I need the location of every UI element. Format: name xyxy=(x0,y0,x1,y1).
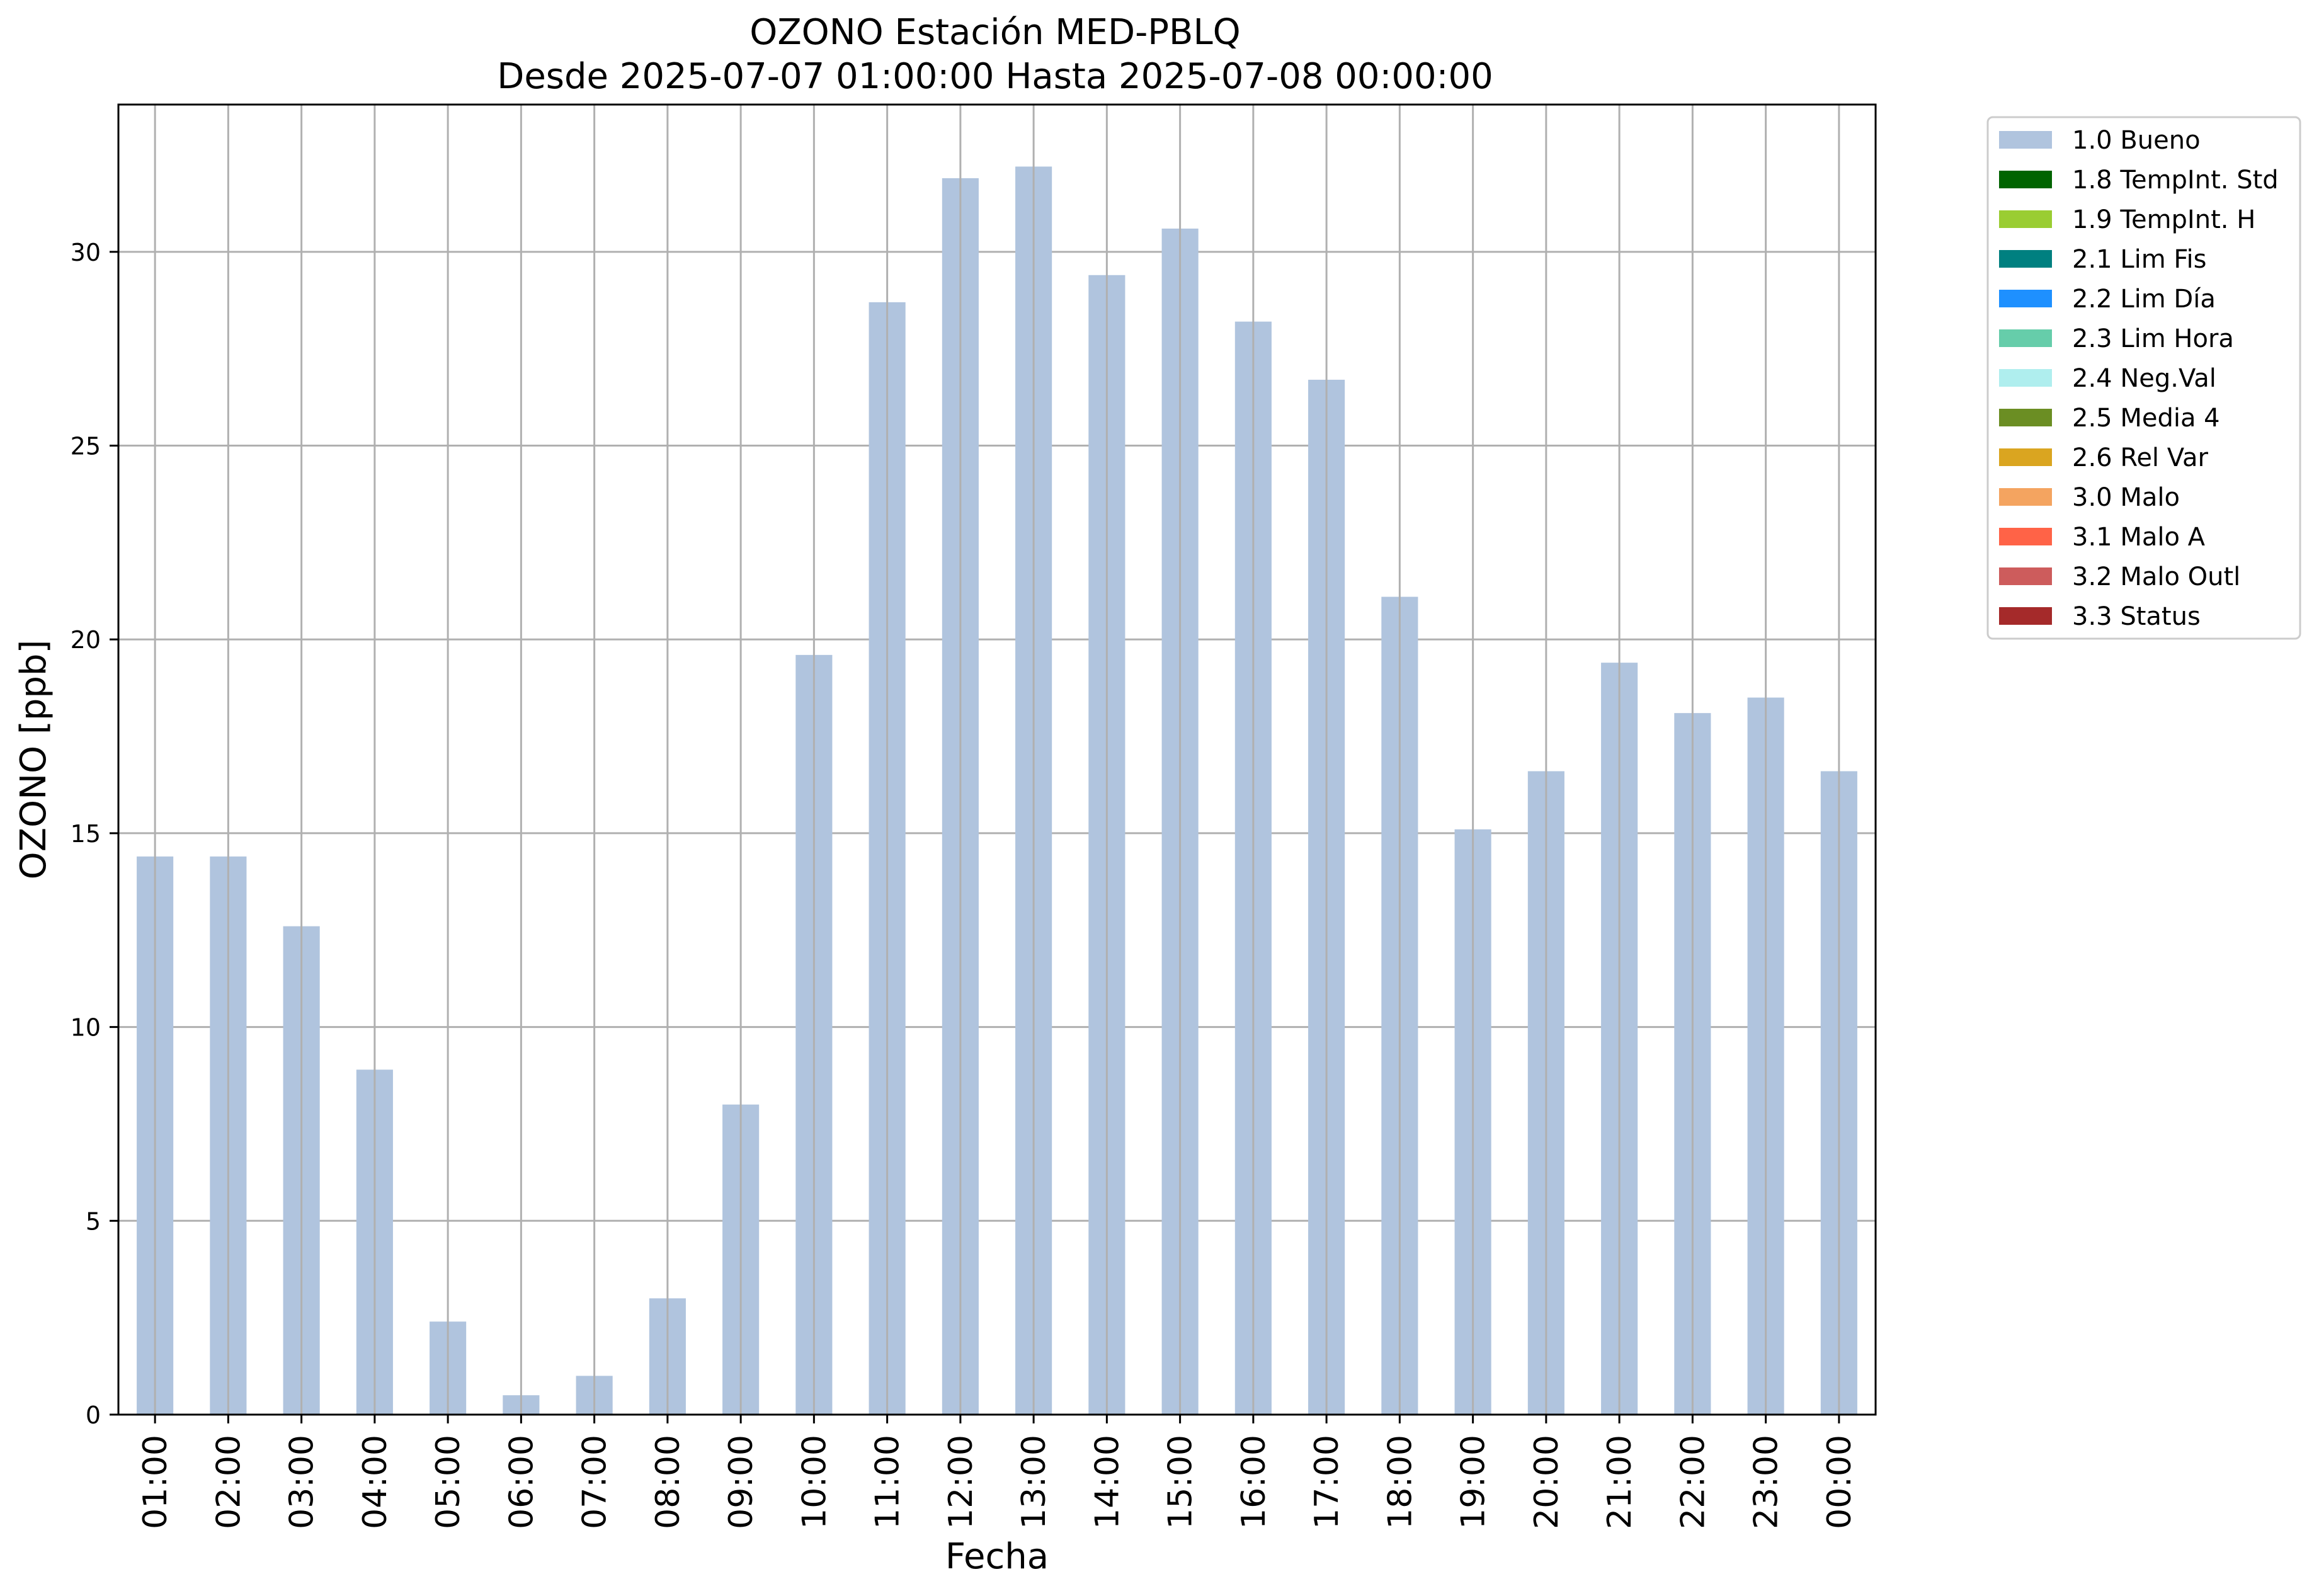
x-tick-label: 11:00 xyxy=(869,1435,907,1529)
y-axis-label: OZONO [ppb] xyxy=(13,640,54,880)
legend-label: 1.9 TempInt. H xyxy=(2072,205,2255,234)
legend: 1.0 Bueno 1.8 TempInt. Std 1.9 TempInt. H 2… xyxy=(1986,116,2301,640)
y-tick-label: 30 xyxy=(71,239,101,266)
x-tick-label: 03:00 xyxy=(283,1435,321,1529)
x-tick-label: 05:00 xyxy=(430,1435,467,1529)
legend-swatch xyxy=(1999,448,2052,466)
bars xyxy=(137,166,1857,1415)
grid-lines xyxy=(118,251,1876,1222)
x-tick-label: 15:00 xyxy=(1162,1435,1200,1529)
x-tick-label: 00:00 xyxy=(1821,1435,1859,1529)
legend-swatch xyxy=(1999,369,2052,387)
x-tick-label: 08:00 xyxy=(649,1435,687,1529)
x-tick-label: 20:00 xyxy=(1528,1435,1566,1529)
x-tick-label: 19:00 xyxy=(1455,1435,1493,1529)
legend-swatch xyxy=(1999,329,2052,347)
x-tick-label: 09:00 xyxy=(722,1435,760,1529)
x-tick-label: 22:00 xyxy=(1674,1435,1712,1529)
x-tick-label: 16:00 xyxy=(1235,1435,1273,1529)
x-tick-label: 18:00 xyxy=(1381,1435,1419,1529)
legend-label: 2.5 Media 4 xyxy=(2072,404,2220,433)
legend-items: 1.0 Bueno 1.8 TempInt. Std 1.9 TempInt. H 2… xyxy=(1999,126,2279,631)
x-tick-label: 02:00 xyxy=(210,1435,248,1529)
plot-frame xyxy=(117,103,1877,1416)
x-tick-label: 01:00 xyxy=(137,1435,174,1529)
legend-label: 2.3 Lim Hora xyxy=(2072,324,2234,353)
y-tick-label: 15 xyxy=(71,820,101,848)
legend-label: 1.8 TempInt. Std xyxy=(2072,166,2279,195)
x-tick-label: 10:00 xyxy=(795,1435,833,1529)
x-axis-label: Fecha xyxy=(945,1536,1049,1577)
x-tick-label: 07:00 xyxy=(576,1435,614,1529)
vertical-grid-lines xyxy=(154,105,1840,1415)
legend-swatch xyxy=(1999,409,2052,426)
x-tick-label: 23:00 xyxy=(1748,1435,1786,1529)
legend-label: 1.0 Bueno xyxy=(2072,126,2201,155)
legend-label: 3.1 Malo A xyxy=(2072,523,2206,552)
y-tick-label: 0 xyxy=(86,1401,101,1429)
x-tick-label: 06:00 xyxy=(503,1435,540,1529)
legend-label: 2.1 Lim Fis xyxy=(2072,245,2206,274)
legend-swatch xyxy=(1999,171,2052,188)
y-tick-label: 25 xyxy=(71,433,101,460)
legend-frame xyxy=(1986,116,2301,640)
legend-swatch xyxy=(1999,131,2052,149)
chart-subtitle: Desde 2025-07-07 01:00:00 Hasta 2025-07-… xyxy=(497,56,1493,97)
legend-swatch xyxy=(1999,210,2052,228)
legend-label: 2.6 Rel Var xyxy=(2072,443,2209,472)
chart-title: OZONO Estación MED-PBLQ xyxy=(749,12,1241,53)
legend-label: 2.4 Neg.Val xyxy=(2072,364,2216,393)
legend-swatch xyxy=(1999,607,2052,625)
legend-swatch xyxy=(1999,488,2052,506)
legend-swatch xyxy=(1999,567,2052,585)
x-tick-label: 17:00 xyxy=(1308,1435,1346,1529)
legend-label: 2.2 Lim Día xyxy=(2072,285,2216,314)
legend-label: 3.2 Malo Outl xyxy=(2072,562,2240,591)
legend-swatch xyxy=(1999,528,2052,545)
y-axis-ticks: 0 5 10 15 20 25 30 xyxy=(71,239,118,1429)
x-tick-label: 13:00 xyxy=(1015,1435,1053,1529)
y-tick-label: 10 xyxy=(71,1014,101,1042)
y-tick-label: 20 xyxy=(71,626,101,654)
legend-swatch xyxy=(1999,290,2052,307)
y-tick-label: 5 xyxy=(86,1207,101,1235)
legend-label: 3.3 Status xyxy=(2072,602,2201,631)
x-axis-ticks: 01:00 02:00 03:00 04:00 05:00 06:00 07:00 08:00… xyxy=(137,1415,1859,1529)
x-tick-label: 14:00 xyxy=(1088,1435,1126,1529)
legend-label: 3.0 Malo xyxy=(2072,483,2180,512)
x-tick-label: 04:00 xyxy=(356,1435,394,1529)
x-tick-label: 12:00 xyxy=(942,1435,980,1529)
legend-swatch xyxy=(1999,250,2052,268)
x-tick-label: 21:00 xyxy=(1601,1435,1639,1529)
